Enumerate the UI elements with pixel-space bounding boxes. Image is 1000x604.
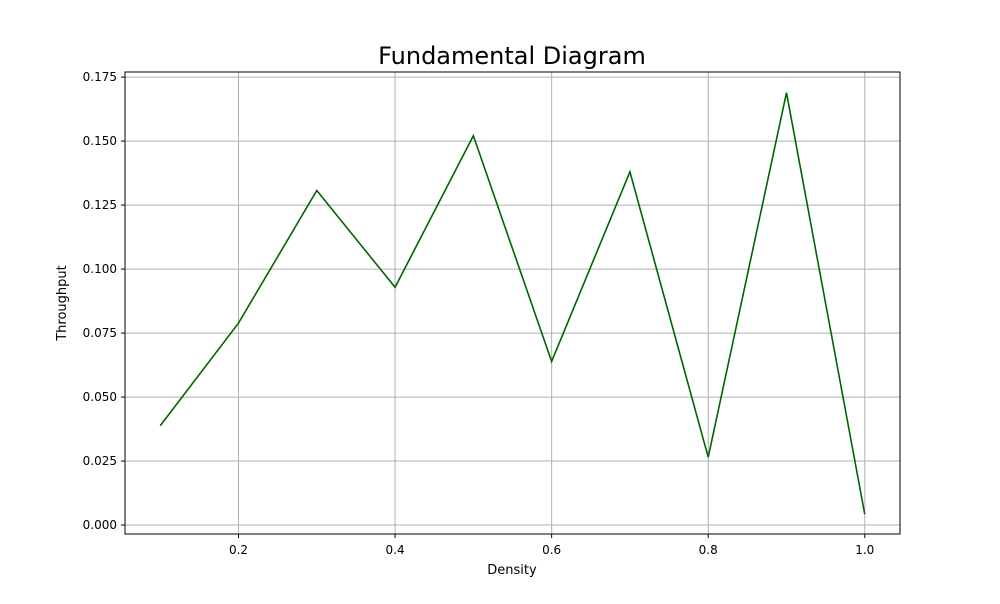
series-group: [159, 92, 866, 515]
grid-lines: [125, 72, 900, 534]
x-tick-label: 0.6: [542, 543, 561, 557]
y-tick-label: 0.150: [83, 134, 117, 148]
x-tick-label: 0.2: [229, 543, 248, 557]
x-tick-label: 1.0: [855, 543, 874, 557]
y-tick-label: 0.125: [83, 198, 117, 212]
x-axis-label: Density: [487, 563, 537, 578]
plot-area-frame: [124, 71, 901, 535]
x-tick-label: 0.8: [699, 543, 718, 557]
y-tick-label: 0.050: [83, 390, 117, 404]
series-line: [159, 92, 866, 515]
y-tick-label: 0.175: [83, 70, 117, 84]
y-tick-label: 0.075: [83, 326, 117, 340]
y-tick-label: 0.000: [83, 518, 117, 532]
x-tick-label: 0.4: [386, 543, 405, 557]
chart-title: Fundamental Diagram: [378, 42, 646, 70]
y-axis-label: Throughput: [55, 265, 70, 342]
y-tick-label: 0.025: [83, 454, 117, 468]
y-tick-label: 0.100: [83, 262, 117, 276]
axis-ticks: 0.2 0.4 0.6 0.8 1.0 0.000 0.025 0.050 0.075 0.100…: [83, 70, 875, 557]
